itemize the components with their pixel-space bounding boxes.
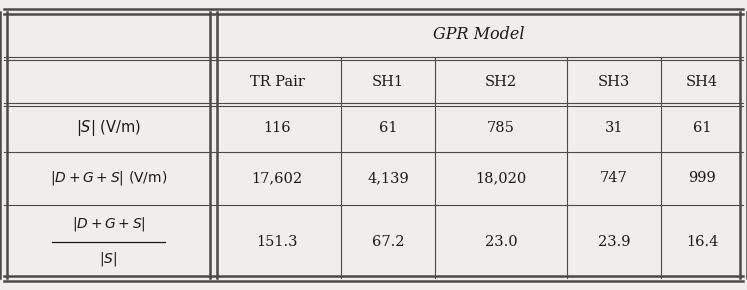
Text: 31: 31 (604, 121, 623, 135)
Text: 747: 747 (600, 171, 627, 185)
Text: 61: 61 (693, 121, 711, 135)
Text: 785: 785 (487, 121, 515, 135)
Text: 116: 116 (263, 121, 291, 135)
Text: SH1: SH1 (372, 75, 404, 89)
Text: $|D + G + S|$ (V/m): $|D + G + S|$ (V/m) (50, 169, 167, 187)
Text: 151.3: 151.3 (256, 235, 298, 249)
Text: GPR Model: GPR Model (433, 26, 524, 44)
Text: 67.2: 67.2 (371, 235, 404, 249)
Text: SH3: SH3 (598, 75, 630, 89)
Text: 16.4: 16.4 (686, 235, 719, 249)
Text: TR Pair: TR Pair (249, 75, 304, 89)
Text: SH4: SH4 (686, 75, 719, 89)
Text: 17,602: 17,602 (252, 171, 303, 185)
Text: 18,020: 18,020 (475, 171, 527, 185)
Text: 4,139: 4,139 (367, 171, 409, 185)
Text: 999: 999 (688, 171, 716, 185)
Text: 23.0: 23.0 (485, 235, 517, 249)
Text: $|S|$: $|S|$ (99, 250, 118, 268)
Text: $|D + G + S|$: $|D + G + S|$ (72, 215, 146, 233)
Text: 23.9: 23.9 (598, 235, 630, 249)
Text: $|S|$ (V/m): $|S|$ (V/m) (76, 118, 141, 138)
Text: 61: 61 (379, 121, 397, 135)
Text: SH2: SH2 (485, 75, 517, 89)
